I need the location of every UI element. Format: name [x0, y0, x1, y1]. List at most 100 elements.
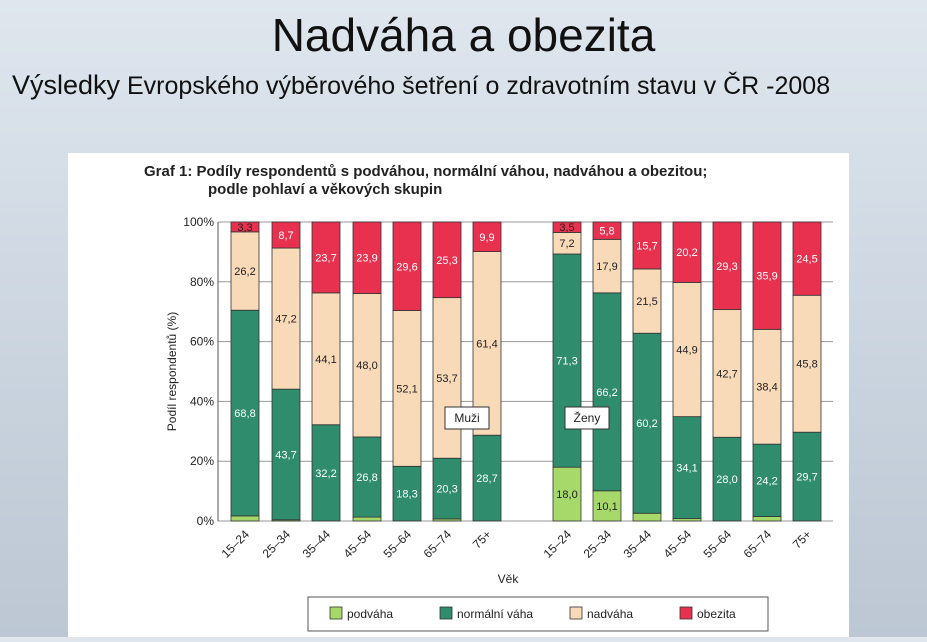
data-label: 20,3	[436, 484, 457, 496]
data-label: 28,7	[476, 473, 497, 485]
chart-panel: Graf 1: Podíly respondentů s podváhou, n…	[68, 153, 849, 637]
bar-segment	[712, 221, 742, 311]
x-tick-label: 25–34	[260, 527, 294, 561]
data-label: 34,1	[676, 463, 697, 475]
data-label: 18,3	[396, 489, 417, 501]
bar-segment	[230, 221, 260, 233]
slide-subtitle: Výsledky Evropského výběrového šetření o…	[12, 70, 830, 101]
data-label: 47,2	[275, 314, 296, 326]
data-label: 20,2	[676, 247, 697, 259]
x-tick-label: 65–74	[421, 527, 455, 561]
data-label: 29,3	[716, 261, 737, 273]
bar-segment	[352, 516, 382, 522]
legend-swatch	[329, 606, 343, 620]
bar-segment	[592, 490, 622, 522]
bar-segment	[352, 221, 382, 294]
x-tick-label: 65–74	[741, 527, 775, 561]
group-label: Ženy	[574, 410, 601, 425]
bar-segment	[472, 221, 502, 253]
y-tick-label: 100%	[183, 215, 214, 229]
y-tick-label: 60%	[190, 335, 214, 349]
x-tick-label: 75+	[790, 527, 814, 551]
legend-label: obezita	[697, 607, 736, 621]
bar-segment	[632, 221, 662, 270]
bar-segment	[672, 221, 702, 283]
legend-label: normální váha	[457, 607, 533, 621]
data-label: 24,2	[756, 475, 777, 487]
data-label: 29,6	[396, 261, 417, 273]
group-label-box	[564, 406, 610, 430]
bar-segment	[352, 293, 382, 438]
data-label: 23,9	[356, 253, 377, 265]
bar-segment	[311, 221, 341, 294]
data-label: 42,7	[716, 368, 737, 380]
data-label: 7,2	[559, 238, 574, 250]
bar-segment	[552, 466, 582, 522]
stacked-bar-chart: Graf 1: Podíly respondentů s podváhou, n…	[144, 163, 833, 632]
y-tick-label: 20%	[190, 454, 214, 468]
data-label: 15,7	[636, 240, 657, 252]
data-label: 10,1	[596, 501, 617, 513]
x-axis-label: Věk	[498, 572, 520, 586]
x-tick-label: 75+	[470, 527, 494, 551]
bar-segment	[230, 231, 260, 311]
bar-segment	[552, 221, 582, 233]
legend-swatch	[679, 606, 693, 620]
bar-segment	[271, 221, 301, 249]
group-label-box	[444, 406, 490, 430]
legend-swatch	[569, 606, 583, 620]
x-tick-label: 15–24	[541, 527, 575, 561]
data-label: 8,7	[278, 230, 293, 242]
legend-swatch	[439, 606, 453, 620]
bar-segment	[792, 294, 822, 433]
data-label: 3,5	[559, 222, 574, 234]
bar-segment	[752, 516, 782, 522]
bar-segment	[592, 238, 622, 294]
bar-segment	[392, 221, 422, 311]
data-label: 18,0	[556, 489, 577, 501]
data-label: 25,3	[436, 255, 457, 267]
bar-segment	[592, 221, 622, 240]
x-tick-label: 35–44	[621, 527, 655, 561]
bar-segment	[672, 281, 702, 418]
subtitle-rest: Evropského výběrového šetření o zdravotn…	[120, 72, 831, 100]
y-tick-label: 40%	[190, 394, 214, 408]
bar-segment	[472, 434, 502, 522]
data-label: 61,4	[476, 338, 497, 350]
data-label: 44,9	[676, 345, 697, 357]
subtitle-lead: Výsledky	[12, 70, 121, 100]
bar-segment	[552, 253, 582, 468]
bar-segment	[752, 221, 782, 330]
data-label: 21,5	[636, 296, 657, 308]
data-label: 45,8	[796, 359, 817, 371]
data-label: 26,2	[234, 266, 255, 278]
legend-label: podváha	[347, 607, 393, 621]
data-label: 43,7	[275, 449, 296, 461]
y-tick-label: 80%	[190, 275, 214, 289]
data-label: 3,3	[237, 222, 252, 234]
bar-segment	[592, 292, 622, 492]
data-label: 48,0	[356, 360, 377, 372]
data-label: 9,9	[479, 232, 494, 244]
bar-segment	[432, 297, 462, 459]
data-label: 26,8	[356, 472, 377, 484]
y-tick-label: 0%	[197, 514, 215, 528]
data-label: 32,2	[315, 468, 336, 480]
data-label: 24,5	[796, 254, 817, 266]
y-axis-label: Podíl respondentů (%)	[165, 312, 179, 431]
x-tick-label: 35–44	[300, 527, 334, 561]
data-label: 38,4	[756, 382, 777, 394]
data-label: 44,1	[315, 354, 336, 366]
data-label: 53,7	[436, 373, 457, 385]
data-label: 66,2	[596, 387, 617, 399]
data-label: 28,0	[716, 474, 737, 486]
data-label: 29,7	[796, 472, 817, 484]
x-tick-label: 55–64	[381, 527, 415, 561]
data-label: 68,8	[234, 408, 255, 420]
x-tick-label: 45–54	[341, 527, 375, 561]
bar-segment	[712, 309, 742, 438]
data-label: 5,8	[599, 226, 614, 238]
x-tick-label: 15–24	[219, 527, 253, 561]
x-tick-label: 25–34	[581, 527, 615, 561]
data-label: 35,9	[756, 271, 777, 283]
